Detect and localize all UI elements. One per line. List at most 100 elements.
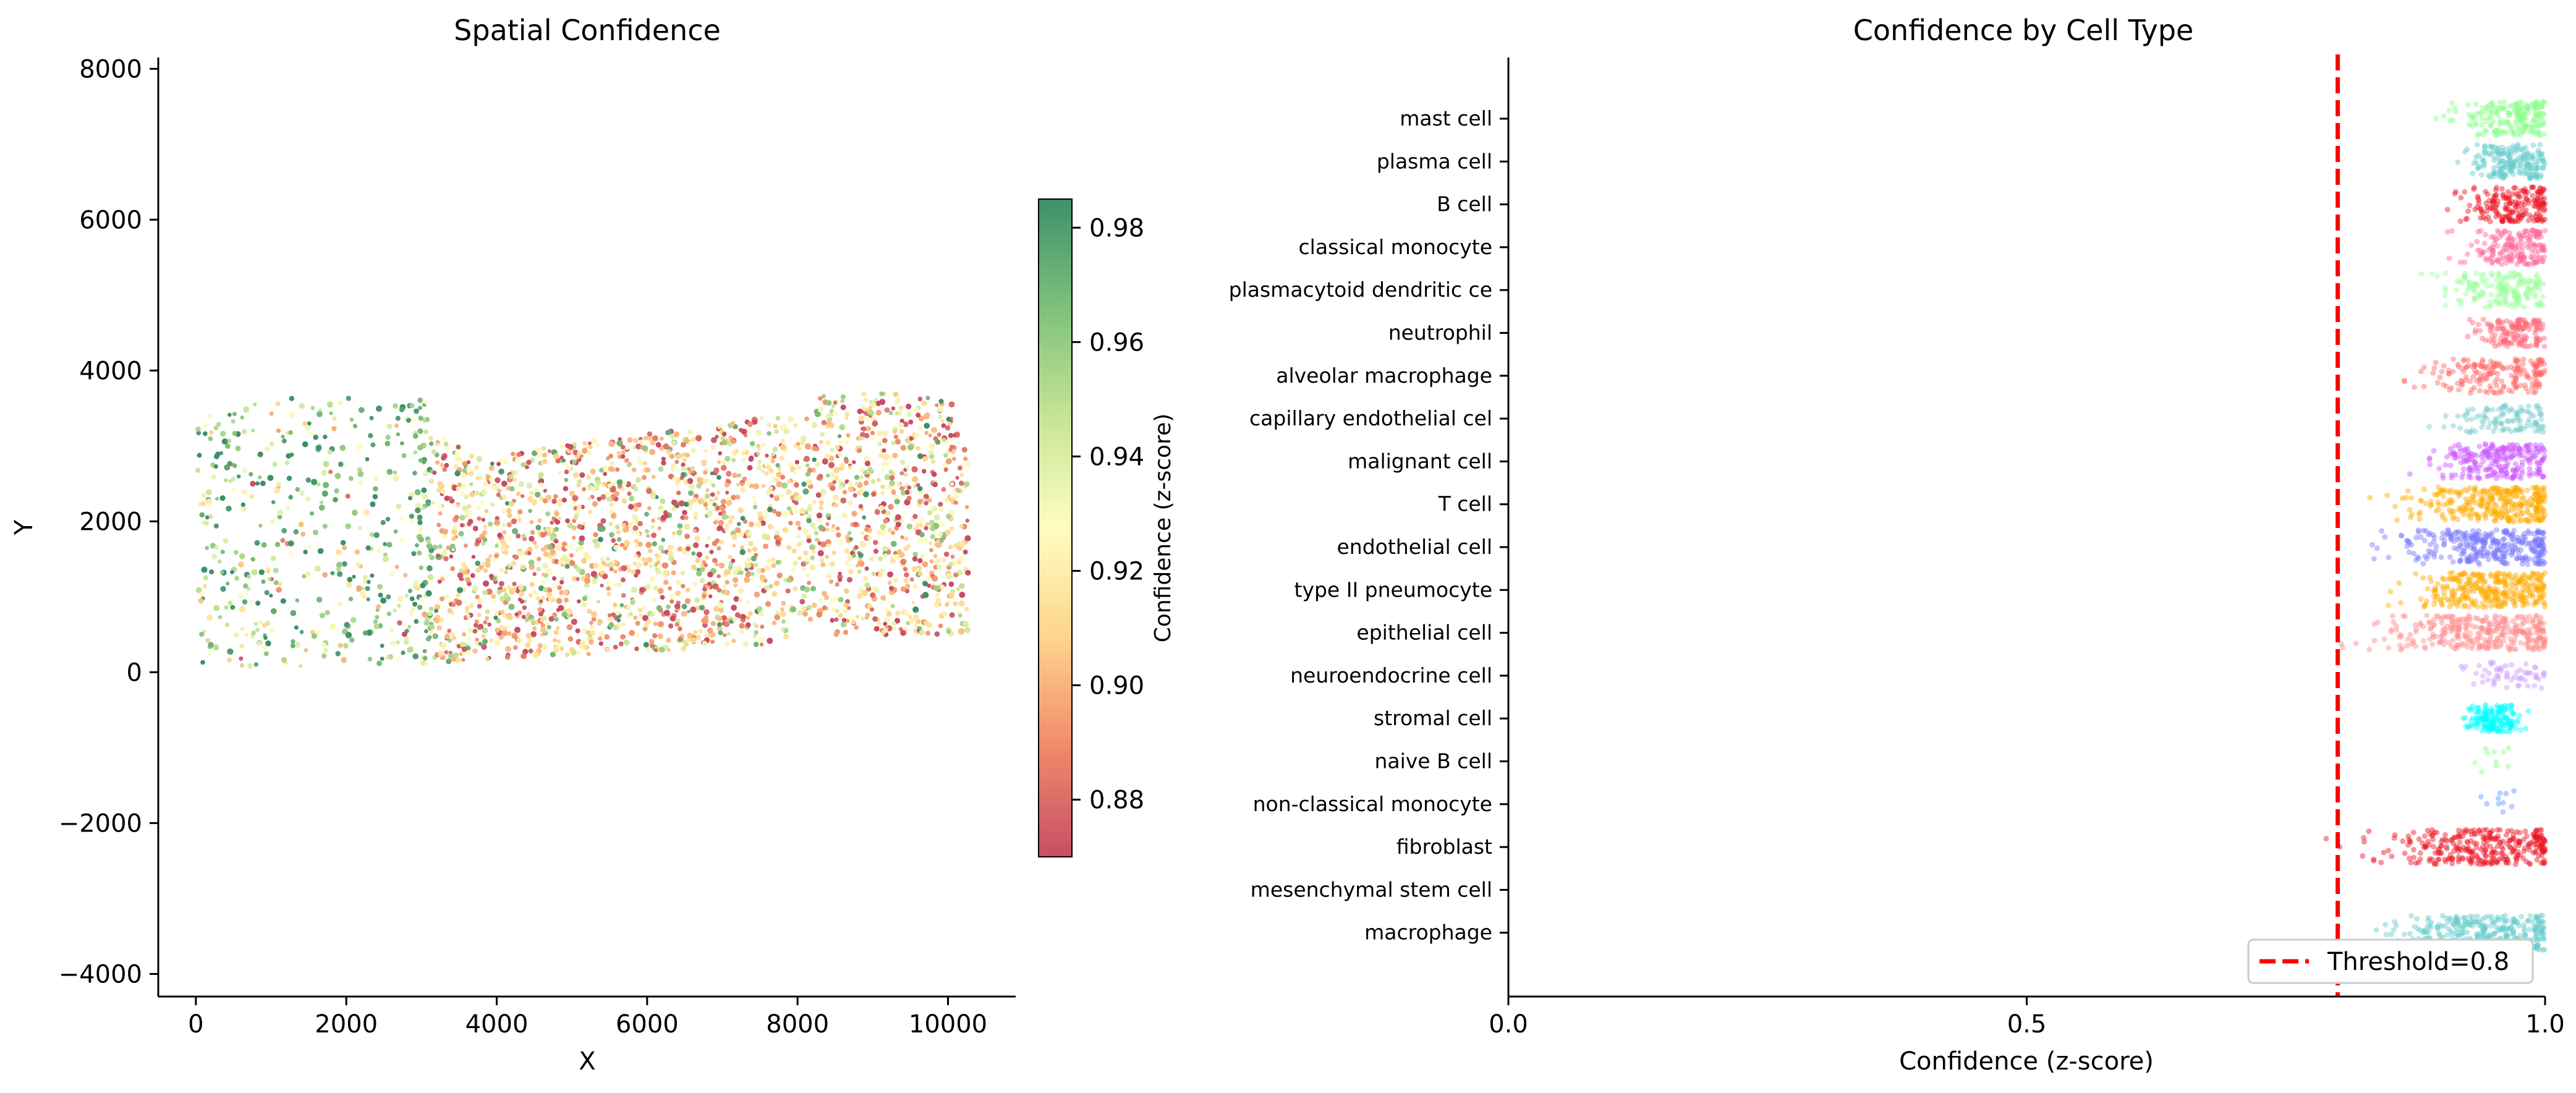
spatial-point	[604, 634, 610, 640]
spatial-point	[705, 506, 709, 511]
spatial-point	[912, 584, 918, 589]
spatial-point	[700, 566, 705, 572]
spatial-point	[720, 498, 727, 505]
spatial-point	[830, 526, 836, 533]
spatial-point	[658, 466, 664, 472]
spatial-point	[760, 416, 764, 420]
spatial-point	[610, 461, 614, 466]
spatial-point	[220, 585, 226, 592]
spatial-point	[482, 627, 488, 634]
spatial-point	[251, 428, 255, 433]
spatial-point	[917, 396, 923, 402]
spatial-point	[598, 631, 605, 637]
spatial-point	[828, 455, 835, 462]
spatial-point	[942, 462, 948, 469]
spatial-point	[831, 550, 836, 555]
spatial-point	[760, 624, 765, 629]
spatial-point	[644, 529, 650, 534]
spatial-point	[904, 589, 910, 593]
spatial-point	[765, 565, 770, 571]
spatial-point	[796, 464, 802, 470]
spatial-point	[395, 415, 401, 421]
spatial-point	[878, 453, 884, 458]
spatial-point	[668, 623, 674, 629]
spatial-point	[943, 551, 950, 557]
spatial-point	[632, 561, 637, 566]
spatial-point	[646, 435, 653, 441]
spatial-point	[438, 511, 443, 516]
spatial-point	[417, 397, 423, 403]
spatial-point	[831, 524, 835, 528]
spatial-point	[903, 567, 908, 572]
spatial-point	[879, 391, 884, 396]
spatial-point	[844, 589, 849, 594]
spatial-point	[385, 517, 391, 522]
spatial-point	[964, 481, 970, 487]
spatial-point	[677, 523, 683, 529]
spatial-point	[218, 615, 223, 619]
spatial-point	[457, 572, 464, 579]
spatial-point	[906, 543, 911, 548]
spatial-point	[529, 520, 534, 525]
spatial-point	[634, 646, 639, 652]
spatial-point	[738, 507, 744, 513]
spatial-point	[912, 551, 919, 557]
spatial-point	[550, 521, 554, 525]
spatial-point	[461, 658, 465, 662]
spatial-point	[903, 472, 908, 477]
spatial-point	[605, 456, 610, 461]
spatial-point	[198, 598, 204, 604]
spatial-point	[742, 477, 747, 482]
spatial-point	[216, 422, 221, 427]
spatial-point	[286, 506, 290, 510]
spatial-point	[264, 590, 270, 595]
spatial-point	[337, 571, 343, 577]
spatial-point	[917, 537, 924, 543]
spatial-point	[336, 566, 341, 572]
spatial-point	[404, 593, 409, 598]
spatial-point	[241, 489, 248, 496]
spatial-point	[485, 558, 491, 564]
spatial-point	[639, 440, 644, 444]
spatial-point	[497, 488, 502, 493]
spatial-point	[946, 564, 952, 570]
spatial-point	[483, 620, 488, 625]
spatial-point	[319, 613, 326, 619]
spatial-point	[573, 506, 578, 511]
spatial-point	[443, 556, 449, 561]
spatial-point	[272, 461, 278, 467]
spatial-point	[639, 613, 644, 618]
spatial-point	[375, 608, 380, 612]
spatial-point	[780, 493, 784, 498]
spatial-point	[442, 467, 448, 472]
spatial-point	[892, 453, 898, 459]
spatial-point	[264, 446, 270, 452]
spatial-point	[394, 423, 399, 428]
spatial-point	[771, 563, 776, 569]
spatial-point	[403, 636, 409, 642]
spatial-point	[935, 403, 939, 407]
spatial-point	[772, 446, 778, 452]
spatial-point	[211, 553, 218, 559]
spatial-point	[545, 511, 551, 517]
spatial-point	[409, 402, 415, 409]
spatial-point	[251, 631, 256, 636]
spatial-point	[532, 572, 537, 576]
spatial-point	[321, 470, 328, 476]
spatial-point	[844, 411, 850, 417]
spatial-point	[348, 475, 354, 481]
spatial-point	[281, 438, 287, 444]
spatial-point	[859, 432, 866, 438]
spatial-point	[846, 433, 851, 438]
spatial-point	[860, 436, 864, 441]
spatial-point	[255, 627, 260, 632]
spatial-point	[812, 602, 817, 608]
spatial-point	[611, 612, 616, 618]
spatial-point	[393, 403, 398, 409]
spatial-point	[428, 547, 435, 553]
spatial-point	[773, 423, 778, 428]
spatial-point	[208, 436, 213, 441]
spatial-point	[328, 469, 333, 474]
spatial-point	[652, 633, 658, 639]
spatial-point	[317, 411, 323, 417]
